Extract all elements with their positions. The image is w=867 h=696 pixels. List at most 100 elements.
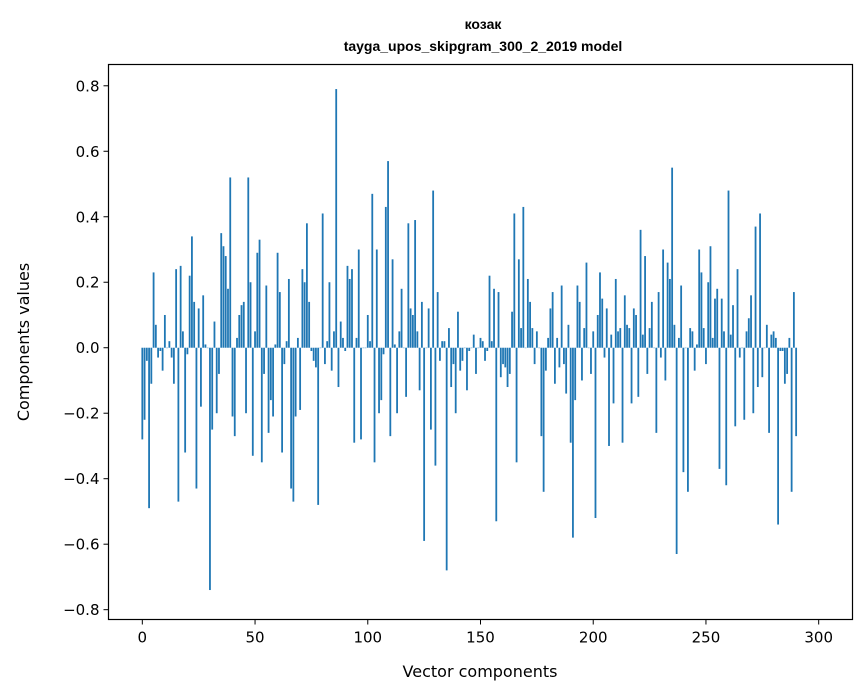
- bar: [179, 265, 182, 348]
- bar: [459, 347, 462, 371]
- bar: [475, 347, 477, 374]
- bar: [517, 259, 520, 348]
- bar: [236, 337, 238, 348]
- bar: [457, 311, 459, 348]
- bar: [380, 347, 383, 401]
- bar: [567, 324, 570, 348]
- bar: [522, 206, 525, 348]
- bar: [432, 190, 435, 348]
- bar: [188, 275, 191, 348]
- y-tick-label: −0.4: [63, 470, 99, 488]
- bar: [581, 347, 583, 381]
- bar: [182, 331, 184, 348]
- bar: [175, 269, 178, 348]
- bar: [229, 177, 232, 348]
- y-tick-label: 0.0: [76, 339, 100, 357]
- bar: [276, 252, 279, 348]
- bar: [508, 347, 511, 374]
- bar: [549, 308, 552, 348]
- bar: [578, 301, 581, 348]
- bar: [770, 334, 773, 348]
- bar: [504, 347, 507, 368]
- bar: [240, 305, 243, 348]
- bar: [743, 347, 746, 420]
- bar: [260, 347, 263, 463]
- y-tick-label: −0.8: [63, 601, 99, 619]
- bar: [375, 249, 378, 348]
- bar: [506, 347, 509, 388]
- bar: [499, 347, 502, 378]
- bar: [472, 334, 475, 348]
- bar: [272, 347, 274, 417]
- bar: [727, 190, 730, 348]
- chart-subtitle: tayga_upos_skipgram_300_2_2019 model: [344, 38, 623, 54]
- bar: [283, 347, 286, 365]
- bar: [263, 347, 265, 374]
- bar: [378, 347, 380, 414]
- bar: [705, 347, 707, 365]
- bar: [258, 239, 261, 348]
- bar: [783, 347, 786, 384]
- bar: [565, 347, 568, 394]
- y-tick-label: −0.6: [63, 536, 99, 554]
- bar: [168, 341, 171, 348]
- bar: [659, 347, 662, 358]
- bar: [590, 347, 592, 374]
- bar: [328, 282, 331, 348]
- bar: [626, 324, 628, 348]
- bar: [479, 337, 482, 348]
- chart-title: козак: [465, 16, 503, 32]
- bar: [416, 331, 419, 348]
- bar: [696, 344, 698, 348]
- bar: [644, 256, 646, 348]
- bar: [427, 308, 430, 348]
- bar: [163, 314, 166, 348]
- bar: [711, 337, 714, 348]
- y-tick-label: 0.2: [76, 274, 100, 292]
- bar: [702, 328, 705, 348]
- bar: [535, 331, 538, 348]
- bar: [637, 347, 640, 397]
- bar: [299, 347, 302, 410]
- bar: [675, 347, 678, 555]
- bar: [436, 292, 439, 348]
- bar: [353, 347, 356, 443]
- bar: [204, 344, 207, 348]
- bar: [177, 347, 180, 502]
- bar: [418, 347, 421, 391]
- bar: [698, 249, 701, 348]
- plot-frame: [107, 63, 854, 621]
- bar: [333, 331, 335, 348]
- bar: [513, 213, 516, 348]
- bar: [650, 301, 653, 348]
- bar: [387, 161, 389, 348]
- bar: [533, 347, 536, 365]
- bar: [671, 167, 674, 348]
- bar: [765, 324, 768, 348]
- bar: [342, 337, 344, 348]
- bar: [664, 347, 667, 381]
- bar: [605, 308, 608, 348]
- bar: [687, 347, 689, 492]
- bar: [254, 331, 256, 348]
- bar: [544, 347, 547, 371]
- bar: [779, 347, 782, 351]
- y-tick-label: 0.6: [76, 143, 100, 161]
- bar: [159, 347, 162, 351]
- bar: [393, 344, 396, 348]
- bar: [596, 314, 599, 348]
- bar: [224, 256, 227, 348]
- bar: [542, 347, 545, 492]
- bar: [152, 272, 155, 348]
- bar: [285, 341, 288, 348]
- y-tick-label: −0.2: [63, 405, 99, 423]
- bar: [628, 328, 631, 348]
- bar: [709, 246, 712, 348]
- bar: [768, 347, 770, 433]
- bar: [296, 337, 299, 348]
- bar: [220, 233, 223, 348]
- bar: [211, 347, 214, 430]
- bar: [355, 337, 358, 348]
- bar: [218, 347, 220, 374]
- bar: [554, 347, 556, 384]
